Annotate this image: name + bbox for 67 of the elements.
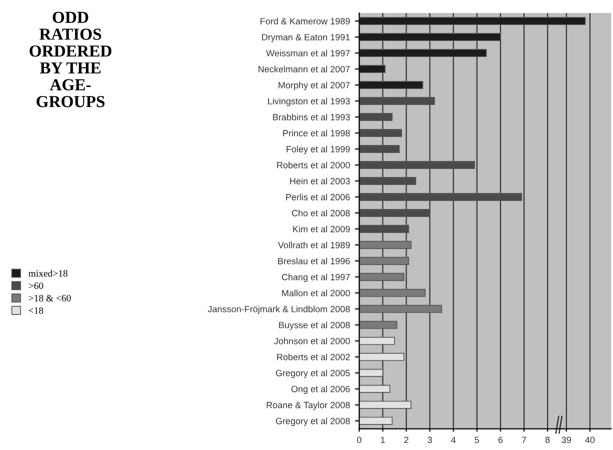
bar xyxy=(359,49,487,58)
bar xyxy=(359,112,393,122)
x-tick-label: 1 xyxy=(380,436,385,444)
y-tick-label: Breslau et al 1996 xyxy=(278,258,350,264)
bar xyxy=(359,304,442,313)
y-tick-label: Mallon et al 2000 xyxy=(282,290,350,296)
x-tick-label: 39 xyxy=(562,436,572,444)
bar xyxy=(359,144,400,154)
bar xyxy=(359,240,412,249)
y-tick-label: Roberts et al 2000 xyxy=(277,162,350,168)
y-tick-label: Gregory et al 2008 xyxy=(276,418,350,426)
x-tick-label: 8 xyxy=(545,436,550,444)
y-tick-label: Johnson et al 2000 xyxy=(274,338,350,344)
bar xyxy=(359,288,426,297)
bar xyxy=(359,384,390,393)
bar xyxy=(359,400,412,409)
y-tick-label: Roberts et al 2002 xyxy=(277,354,350,360)
bar xyxy=(359,80,424,90)
bar xyxy=(359,96,435,106)
legend-label: mixed>18 xyxy=(28,270,68,277)
bar xyxy=(359,160,476,169)
y-tick-label: Dryman & Eaton 1991 xyxy=(262,34,350,42)
y-tick-label: Foley et al 1999 xyxy=(286,146,350,154)
bar xyxy=(359,192,522,201)
bar xyxy=(359,33,501,42)
bar xyxy=(359,65,386,74)
y-tick-label: Roane & Taylor 2008 xyxy=(266,402,350,410)
bar xyxy=(359,176,416,185)
y-tick-label: Jansson-Fröjmark & Lindblom 2008 xyxy=(208,306,350,314)
x-tick-label: 2 xyxy=(404,436,408,444)
bar xyxy=(359,336,395,345)
y-tick-label: Neckelmann et al 2007 xyxy=(258,66,350,72)
x-tick-label: 4 xyxy=(451,436,456,444)
bar xyxy=(359,128,402,138)
x-tick-label: 3 xyxy=(428,436,432,444)
x-tick-label: 5 xyxy=(474,436,480,444)
y-tick-label: Weissman et al 1997 xyxy=(266,50,350,56)
y-tick-label: Cho et al 2008 xyxy=(292,210,350,216)
y-tick-label: Ford & Kamerow 1989 xyxy=(260,18,350,24)
legend-label: >60 xyxy=(28,282,44,290)
x-tick-label: 0 xyxy=(357,436,362,444)
bar xyxy=(359,368,384,377)
text: ODD RATIOS ORDERED BY THE AGE- GROUPS xyxy=(30,12,112,108)
y-tick-label: Kim et al 2009 xyxy=(293,226,350,232)
y-tick-label: Gregory et al 2005 xyxy=(276,370,350,378)
y-tick-label: Morphy et al 2007 xyxy=(278,82,350,90)
y-tick-label: Buysse et al 2008 xyxy=(279,322,350,330)
x-tick-label: 7 xyxy=(522,436,526,444)
bar xyxy=(359,224,410,233)
y-tick-label: Hein et al 2003 xyxy=(290,178,350,184)
y-tick-label: Livingston et al 1993 xyxy=(268,98,350,106)
x-tick-label: 6 xyxy=(498,436,503,444)
y-tick-label: Ong et al 2006 xyxy=(291,386,350,394)
y-tick-label: Chang et al 1997 xyxy=(282,274,350,282)
legend-label: >18 & <60 xyxy=(28,294,71,302)
y-tick-label: Prince et al 1998 xyxy=(283,130,350,136)
bar xyxy=(359,320,398,329)
y-tick-label: Brabbins et al 1993 xyxy=(273,114,350,120)
bar xyxy=(359,208,430,217)
bar xyxy=(359,352,404,361)
bar xyxy=(359,256,410,265)
y-tick-label: Perlis et al 2006 xyxy=(286,194,350,200)
bar xyxy=(359,272,404,281)
y-tick-label: Vollrath et al 1989 xyxy=(278,242,350,248)
x-tick-label: 40 xyxy=(585,436,595,444)
legend-label: <18 xyxy=(28,307,44,314)
bar xyxy=(359,416,393,425)
